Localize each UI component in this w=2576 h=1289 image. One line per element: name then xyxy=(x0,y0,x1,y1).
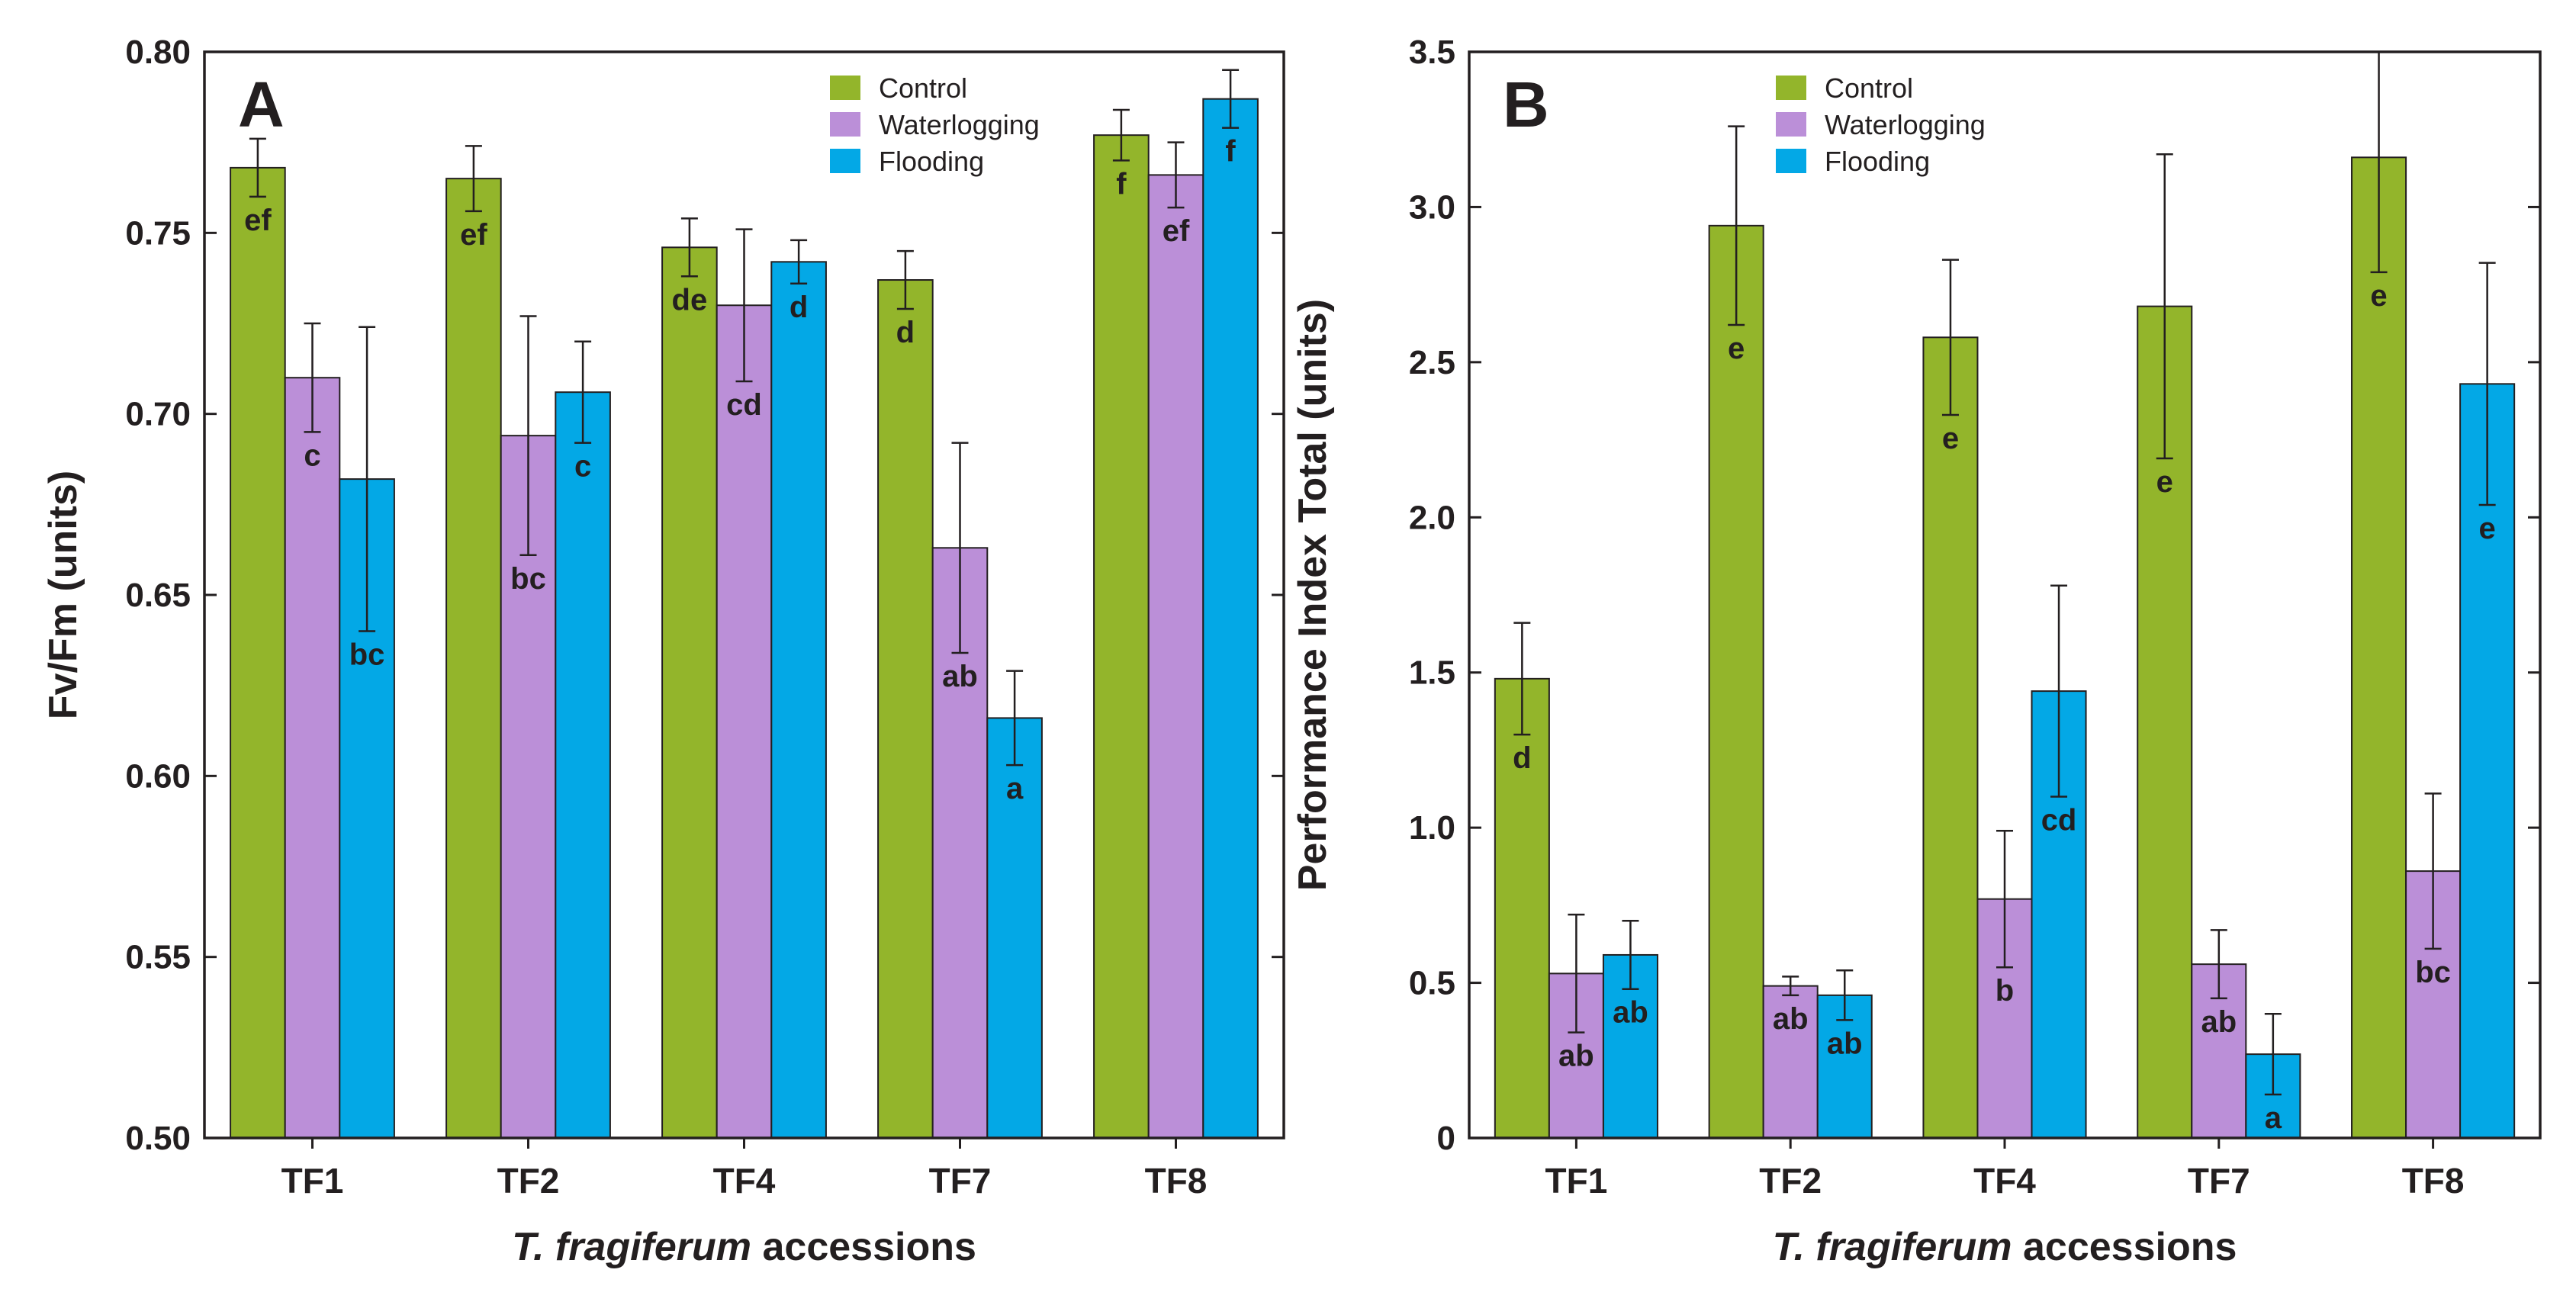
significance-letter: ef xyxy=(1163,214,1190,248)
x-axis-label-species: T. fragiferum xyxy=(1773,1225,2012,1269)
legend-swatch-waterlogging xyxy=(830,112,860,137)
significance-letter: ab xyxy=(1613,996,1648,1030)
significance-letter: bc xyxy=(2415,956,2451,989)
significance-letter: f xyxy=(1116,167,1127,201)
legend-label-flooding: Flooding xyxy=(879,146,984,177)
legend-label-control: Control xyxy=(879,72,967,104)
x-axis-label: T. fragiferum accessions xyxy=(1773,1225,2237,1269)
bar-flooding-tf8 xyxy=(2459,383,2516,1139)
y-tick-label: 0.55 xyxy=(125,939,191,976)
significance-letter: ab xyxy=(1773,1002,1809,1036)
bar-flooding-tf8 xyxy=(1202,98,1259,1139)
significance-letter: e xyxy=(1942,422,1959,455)
x-tick-label: TF7 xyxy=(2188,1161,2250,1201)
bar-control-tf2 xyxy=(445,178,502,1140)
bar-flooding-tf4 xyxy=(770,261,827,1140)
bar-waterlogging-tf1 xyxy=(284,377,341,1139)
significance-letter: ab xyxy=(1827,1027,1863,1060)
y-tick-label: 0.70 xyxy=(125,396,191,433)
significance-letter: e xyxy=(1728,332,1745,365)
x-axis-label-species: T. fragiferum xyxy=(512,1225,751,1269)
significance-letter: ef xyxy=(244,204,272,237)
legend-swatch-control xyxy=(830,76,860,100)
chart-panel-b: 00.51.01.52.02.53.03.5dababTF1eababTF2eb… xyxy=(1291,34,2542,1269)
legend-label-waterlogging: Waterlogging xyxy=(1825,109,1986,140)
significance-letter: d xyxy=(1513,741,1531,775)
y-tick-label: 0.60 xyxy=(125,757,191,795)
significance-letter: d xyxy=(790,291,808,324)
bar-control-tf2 xyxy=(1708,224,1764,1140)
significance-letter: a xyxy=(1006,772,1024,805)
bar-waterlogging-tf4 xyxy=(716,304,773,1139)
significance-letter: bc xyxy=(510,562,546,596)
bar-control-tf4 xyxy=(1922,336,1979,1139)
bar-control-tf4 xyxy=(661,246,718,1140)
bar-waterlogging-tf7 xyxy=(2191,963,2247,1140)
legend-swatch-waterlogging xyxy=(1776,112,1806,137)
bar-waterlogging-tf8 xyxy=(1147,174,1204,1139)
bar-control-tf7 xyxy=(877,279,934,1139)
x-tick-label: TF7 xyxy=(929,1161,992,1201)
legend-swatch-flooding xyxy=(830,149,860,173)
significance-letter: b xyxy=(1996,974,2014,1008)
plot-frame xyxy=(203,50,1285,1140)
y-tick-label: 0.65 xyxy=(125,577,191,614)
y-tick-label: 1.0 xyxy=(1409,809,1455,847)
significance-letter: c xyxy=(304,439,320,472)
x-tick-label: TF2 xyxy=(1759,1161,1822,1201)
y-tick-label: 3.0 xyxy=(1409,188,1455,226)
significance-letter: d xyxy=(896,316,915,349)
y-axis-label: Performance Index Total (units) xyxy=(1291,299,1335,891)
significance-letter: ab xyxy=(1558,1040,1594,1073)
y-tick-label: 0 xyxy=(1437,1120,1455,1157)
x-tick-label: TF1 xyxy=(1545,1161,1608,1201)
significance-letter: cd xyxy=(726,388,762,422)
significance-letter: e xyxy=(2370,279,2387,313)
significance-letter: ab xyxy=(2201,1005,2237,1039)
bar-control-tf1 xyxy=(230,166,286,1140)
significance-letter: a xyxy=(2265,1101,2282,1135)
legend-swatch-control xyxy=(1776,76,1806,100)
panel-label: B xyxy=(1503,69,1549,140)
significance-letter: c xyxy=(574,450,591,484)
y-tick-label: 2.5 xyxy=(1409,344,1455,381)
bar-control-tf8 xyxy=(2351,156,2407,1139)
chart-panel-a: 0.50 0.55 0.60 0.65 0.70 0.75 0.80 ef c bc TF1 ef bc… xyxy=(41,34,1285,1269)
y-tick-label: 0.80 xyxy=(125,34,191,71)
y-tick-label: 3.5 xyxy=(1409,34,1455,71)
significance-letter: ab xyxy=(942,660,978,693)
legend-label-control: Control xyxy=(1825,72,1913,104)
legend-label-flooding: Flooding xyxy=(1825,146,1930,177)
significance-letter: e xyxy=(2156,465,2173,499)
x-tick-label: TF4 xyxy=(1973,1161,2036,1201)
x-tick-label: TF1 xyxy=(281,1161,344,1201)
x-tick-label: TF4 xyxy=(713,1161,776,1201)
x-axis-label-suffix: accessions xyxy=(2012,1225,2237,1269)
significance-letter: f xyxy=(1225,135,1236,169)
x-axis-label-suffix: accessions xyxy=(751,1225,976,1269)
y-axis-label: Fv/Fm (units) xyxy=(41,471,85,719)
legend-label-waterlogging: Waterlogging xyxy=(879,109,1040,140)
x-axis-label: T. fragiferum accessions xyxy=(512,1225,976,1269)
significance-letter: bc xyxy=(349,638,385,671)
significance-letter: cd xyxy=(2041,803,2077,837)
bar-control-tf8 xyxy=(1093,134,1150,1139)
significance-letter: de xyxy=(672,283,708,317)
x-tick-label: TF8 xyxy=(1145,1161,1208,1201)
x-tick-label: TF2 xyxy=(497,1161,560,1201)
y-tick-label: 0.50 xyxy=(125,1120,191,1157)
legend-swatch-flooding xyxy=(1776,149,1806,173)
y-tick-label: 2.0 xyxy=(1409,499,1455,536)
y-tick-label: 1.5 xyxy=(1409,654,1455,692)
bar-flooding-tf7 xyxy=(986,717,1043,1139)
significance-letter: e xyxy=(2479,512,2496,545)
significance-letter: ef xyxy=(460,218,487,252)
y-tick-label: 0.75 xyxy=(125,214,191,252)
bar-flooding-tf2 xyxy=(555,391,611,1139)
plot-frame xyxy=(1468,50,2542,1140)
y-tick-label: 0.5 xyxy=(1409,965,1455,1002)
x-tick-label: TF8 xyxy=(2402,1161,2465,1201)
panel-label: A xyxy=(238,69,285,140)
